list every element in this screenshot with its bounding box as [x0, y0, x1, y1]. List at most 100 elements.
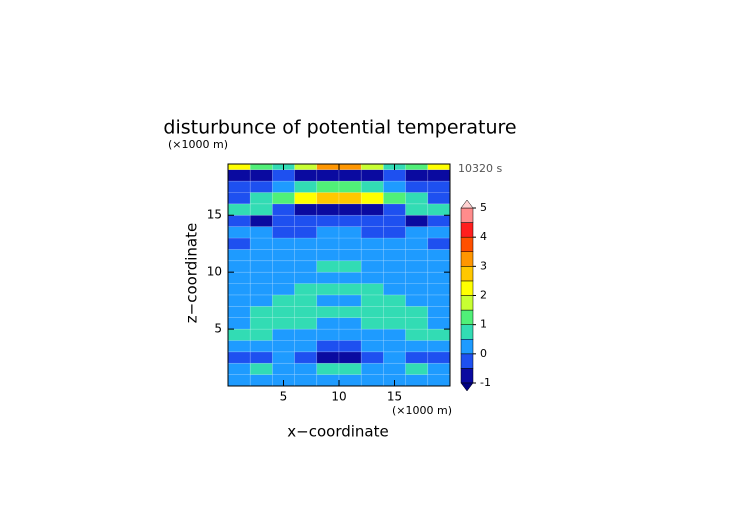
field-cell — [383, 317, 406, 330]
field-cell — [272, 237, 295, 250]
field-cell — [383, 283, 406, 296]
field-cell — [405, 203, 429, 216]
colorbar-tick-label: 4 — [480, 230, 487, 243]
field-cell — [427, 214, 451, 227]
field-cell — [227, 271, 251, 284]
field-cell — [405, 214, 429, 227]
field-cell — [360, 283, 384, 296]
chart-title: disturbunce of potential temperature — [163, 117, 516, 139]
field-cell — [294, 237, 318, 250]
field-cell — [249, 226, 273, 239]
colorbar-under — [460, 382, 474, 392]
field-cell — [405, 249, 429, 262]
field-cell — [405, 317, 429, 330]
field-cell — [272, 317, 295, 330]
field-cell — [227, 362, 251, 375]
field-cell — [227, 374, 251, 387]
y-axis-label: z−coordinate — [183, 223, 201, 323]
field-cell — [272, 260, 295, 273]
field-cell — [427, 203, 451, 216]
colorbar-segment — [460, 353, 474, 369]
field-cell — [360, 260, 384, 273]
colorbar-tick-label: 0 — [480, 347, 487, 360]
field-cell — [227, 340, 251, 353]
field-cell — [405, 192, 429, 205]
field-cell — [405, 283, 429, 296]
colorbar-segment — [460, 324, 474, 340]
field-cell — [360, 169, 384, 182]
field-cell — [294, 306, 318, 318]
field-cell — [383, 192, 406, 205]
field-cell — [249, 180, 273, 193]
field-cell — [427, 163, 451, 170]
colorbar-segment — [460, 280, 474, 296]
field-cell — [338, 203, 362, 216]
field-cell — [360, 340, 384, 353]
field-cell — [316, 362, 340, 375]
field-cell — [383, 271, 406, 284]
field-cell — [405, 362, 429, 375]
field-cell — [294, 351, 318, 364]
field-cell — [316, 317, 340, 330]
field-cell — [316, 226, 340, 239]
field-cell — [294, 362, 318, 375]
field-cell — [338, 169, 362, 182]
x-tick-label: 5 — [280, 390, 288, 404]
field-cell — [427, 351, 451, 364]
field-cell — [338, 226, 362, 239]
field-cell — [383, 203, 406, 216]
x-tick-label: 15 — [387, 390, 402, 404]
field-cell — [227, 203, 251, 216]
x-unit: (×1000 m) — [392, 404, 452, 417]
field-cell — [383, 180, 406, 193]
field-cell — [272, 294, 295, 307]
field-cell — [294, 203, 318, 216]
field-cell — [272, 214, 295, 227]
field-cell — [427, 249, 451, 262]
field-cell — [405, 328, 429, 341]
field-cell — [249, 249, 273, 262]
field-cell — [360, 237, 384, 250]
field-cell — [405, 271, 429, 284]
field-cell — [427, 328, 451, 341]
field-cell — [360, 214, 384, 227]
field-cell — [316, 163, 340, 170]
field-cell — [316, 340, 340, 353]
y-tick-label: 5 — [214, 322, 222, 336]
field-cell — [249, 306, 273, 318]
field-cell — [405, 226, 429, 239]
field-cell — [249, 374, 273, 387]
field-cell — [294, 163, 318, 170]
field-cell — [405, 340, 429, 353]
field-cell — [249, 317, 273, 330]
field-cell — [316, 271, 340, 284]
colorbar-segment — [460, 339, 474, 355]
field-cell — [272, 283, 295, 296]
field-cell — [249, 283, 273, 296]
field-cell — [360, 328, 384, 341]
field-cell — [383, 351, 406, 364]
field-cell — [427, 283, 451, 296]
field-cell — [427, 294, 451, 307]
field-cell — [360, 317, 384, 330]
field-cell — [338, 328, 362, 341]
field-cell — [360, 271, 384, 284]
field-cell — [383, 260, 406, 273]
field-cell — [272, 203, 295, 216]
field-cell — [316, 249, 340, 262]
field-cell — [316, 192, 340, 205]
field-cell — [427, 169, 451, 182]
field-cell — [360, 362, 384, 375]
field-cell — [227, 306, 251, 318]
field-cell — [383, 249, 406, 262]
field-cell — [272, 192, 295, 205]
field-cell — [294, 328, 318, 341]
field-cell — [383, 362, 406, 375]
field-cell — [360, 226, 384, 239]
field-cell — [427, 306, 451, 318]
field-cell — [249, 260, 273, 273]
field-cell — [249, 237, 273, 250]
y-tick-label: 15 — [207, 208, 222, 222]
field-cell — [227, 283, 251, 296]
